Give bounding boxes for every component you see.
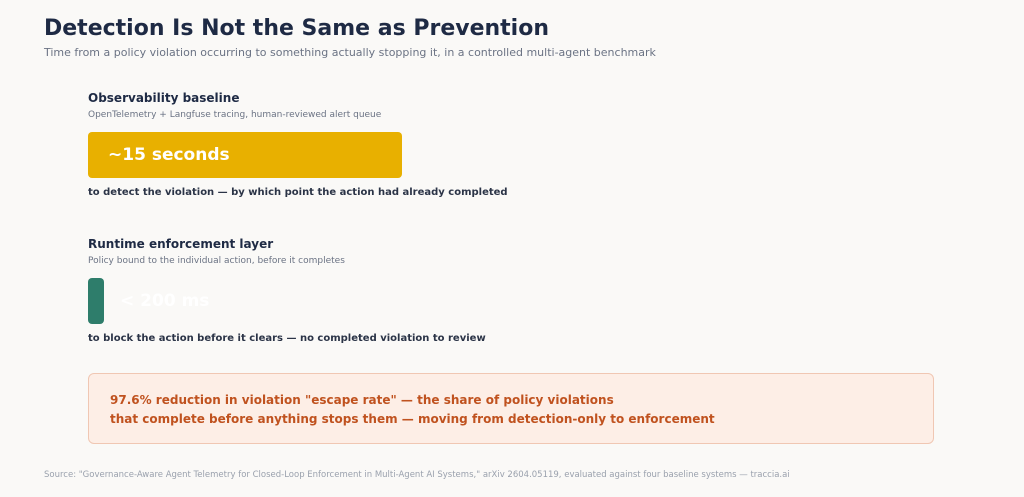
baseline-bar	[88, 132, 402, 178]
enforcement-value-label: < 200 ms	[120, 291, 210, 311]
source-note: Source: "Governance-Aware Agent Telemetr…	[44, 470, 790, 480]
baseline-description: OpenTelemetry + Langfuse tracing, human-…	[88, 110, 382, 120]
enforcement-description: Policy bound to the individual action, b…	[88, 256, 345, 266]
baseline-title: Observability baseline	[88, 91, 240, 105]
callout-line-1: 97.6% reduction in violation "escape rat…	[110, 393, 614, 407]
enforcement-bar	[88, 278, 104, 324]
baseline-value-label: ~15 seconds	[108, 145, 230, 165]
reduction-callout: 97.6% reduction in violation "escape rat…	[88, 373, 934, 444]
callout-line-2: that complete before anything stops them…	[110, 412, 715, 426]
enforcement-title: Runtime enforcement layer	[88, 237, 274, 251]
baseline-caption: to detect the violation — by which point…	[88, 187, 508, 198]
chart-subtitle: Time from a policy violation occurring t…	[44, 46, 656, 59]
chart-title: Detection Is Not the Same as Prevention	[44, 16, 550, 41]
enforcement-caption: to block the action before it clears — n…	[88, 333, 486, 344]
